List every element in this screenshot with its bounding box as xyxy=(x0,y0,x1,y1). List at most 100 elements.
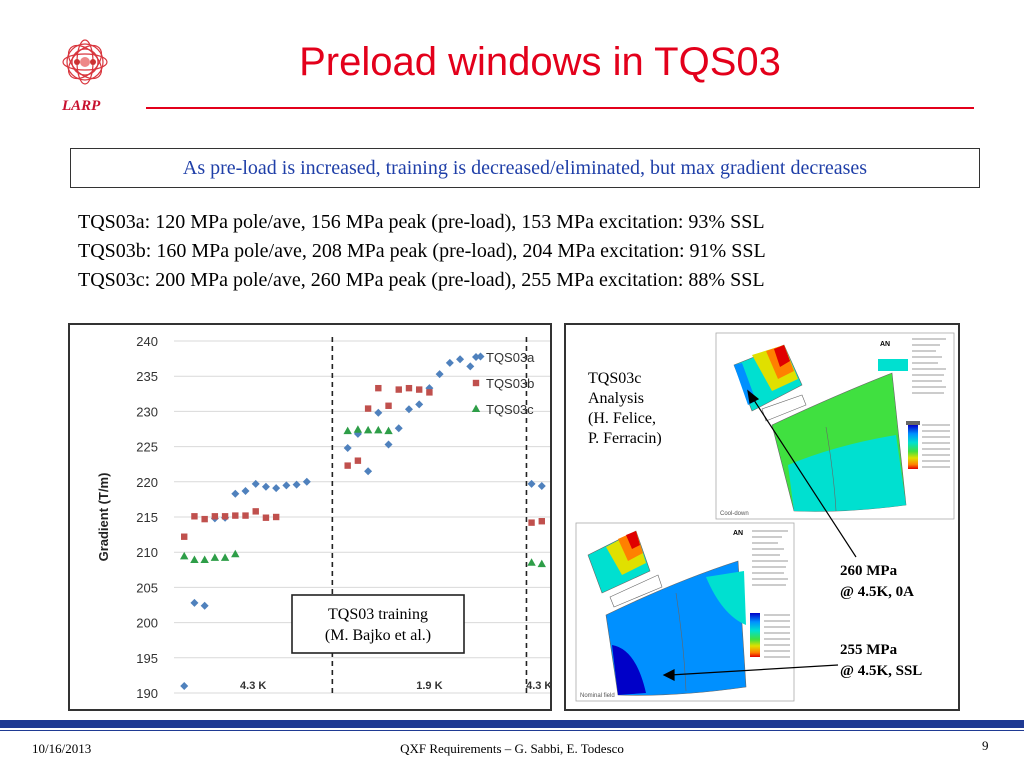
data-point xyxy=(344,462,351,469)
ansys-mark: AN xyxy=(880,341,890,348)
y-tick-label: 220 xyxy=(136,475,158,490)
data-point xyxy=(231,489,240,498)
fea-plot-cooldown: AN Cool-down xyxy=(715,332,955,520)
y-tick-label: 235 xyxy=(136,369,158,384)
training-chart: 190 195 200 205 210 215 220 225 230 235 240 Gradien… xyxy=(68,323,552,711)
data-point xyxy=(221,513,229,520)
logo-text: LARP xyxy=(62,98,101,114)
data-point xyxy=(364,467,373,476)
chart-annotation-line: TQS03 training xyxy=(328,606,428,623)
legend-label: TQS03b xyxy=(486,376,534,391)
y-axis-label: Gradient (T/m) xyxy=(96,473,111,562)
analysis-label: TQS03c Analysis (H. Felice, P. Ferracin) xyxy=(588,370,662,447)
region-label: 4.3 K xyxy=(240,680,266,692)
footer-date: 10/16/2013 xyxy=(32,741,92,756)
data-point xyxy=(476,352,485,361)
data-point xyxy=(261,482,270,491)
footer-rule xyxy=(0,730,1024,731)
data-point xyxy=(354,457,362,464)
data-point xyxy=(200,601,209,610)
spec-line-tqs03b: TQS03b: 160 MPa pole/ave, 208 MPa peak (… xyxy=(78,240,766,262)
fea-graphics: AN Cool-down xyxy=(575,332,955,702)
data-point xyxy=(180,681,189,690)
data-point xyxy=(211,513,219,520)
larp-logo-icon xyxy=(62,39,108,85)
data-point xyxy=(394,424,403,433)
region-label: 4.3 K xyxy=(526,680,552,692)
data-point xyxy=(242,512,249,519)
fea-top-caption: Cool-down xyxy=(720,511,749,517)
data-point xyxy=(363,425,373,434)
data-point xyxy=(375,384,382,392)
title-divider xyxy=(146,107,974,109)
annotation-260mpa: 260 MPa @ 4.5K, 0A xyxy=(840,563,914,600)
data-point xyxy=(456,355,465,364)
data-point xyxy=(181,533,188,540)
data-point xyxy=(210,553,220,561)
data-point xyxy=(395,386,402,393)
data-point xyxy=(384,440,393,449)
data-point xyxy=(353,425,363,433)
y-tick-label: 205 xyxy=(136,580,158,595)
data-point xyxy=(201,515,208,523)
page-number: 9 xyxy=(982,738,989,753)
training-chart-svg: 190 195 200 205 210 215 220 225 230 235 240 Gradien… xyxy=(96,334,552,701)
data-point xyxy=(528,519,535,526)
data-point xyxy=(374,408,383,417)
footer-bar xyxy=(0,720,1024,728)
data-point xyxy=(364,405,372,412)
data-point xyxy=(537,559,546,568)
annotation-arrows xyxy=(662,389,857,681)
chart-annotation-line: (M. Bajko et al.) xyxy=(325,627,431,644)
data-point xyxy=(527,558,536,566)
region-label: 1.9 K xyxy=(416,680,442,692)
data-point xyxy=(302,477,311,486)
fea-bottom-caption: Nominal field xyxy=(580,693,615,699)
ansys-mark-2: AN xyxy=(733,530,743,537)
data-point xyxy=(343,444,352,453)
data-point xyxy=(384,426,393,435)
data-point xyxy=(445,358,454,367)
chart-annotation-box xyxy=(291,594,465,654)
data-point xyxy=(262,514,270,521)
footer-center: QXF Requirements – G. Sabbi, E. Todesco xyxy=(400,741,624,756)
spec-line-tqs03c: TQS03c: 200 MPa pole/ave, 260 MPa peak (… xyxy=(78,269,765,291)
data-point xyxy=(282,481,291,490)
data-point xyxy=(232,512,239,519)
data-point xyxy=(200,555,209,563)
data-point xyxy=(272,513,280,521)
callout-box: As pre-load is increased, training is de… xyxy=(70,148,980,188)
data-point xyxy=(426,389,433,396)
legend-label: TQS03a xyxy=(486,350,535,365)
legend-marker xyxy=(472,353,480,361)
data-point xyxy=(252,508,259,515)
y-tick-label: 225 xyxy=(136,440,158,455)
y-tick-label: 240 xyxy=(136,334,158,349)
data-point xyxy=(405,384,413,392)
spec-line-tqs03a: TQS03a: 120 MPa pole/ave, 156 MPa peak (… xyxy=(78,211,765,233)
data-point xyxy=(292,480,301,489)
legend-label: TQS03c xyxy=(486,402,534,417)
data-point xyxy=(385,402,392,409)
data-point xyxy=(251,479,260,488)
data-point xyxy=(220,553,230,561)
data-point xyxy=(415,400,424,409)
fea-plot-nominal: AN Nominal field xyxy=(575,522,795,702)
legend-marker xyxy=(471,404,481,412)
annotation-255mpa: 255 MPa @ 4.5K, SSL xyxy=(840,642,923,679)
data-point xyxy=(343,426,352,435)
data-point xyxy=(272,484,281,493)
data-point xyxy=(435,370,444,379)
y-tick-label: 210 xyxy=(136,545,158,560)
data-point xyxy=(527,479,536,488)
slide-title: Preload windows in TQS03 xyxy=(299,40,781,84)
data-point xyxy=(190,598,199,607)
data-point xyxy=(190,555,199,563)
y-tick-label: 190 xyxy=(136,686,158,701)
data-point xyxy=(404,405,413,414)
data-point xyxy=(537,482,546,491)
data-point xyxy=(191,513,198,520)
data-point xyxy=(466,362,475,371)
data-point xyxy=(415,386,423,393)
data-point xyxy=(231,549,240,558)
